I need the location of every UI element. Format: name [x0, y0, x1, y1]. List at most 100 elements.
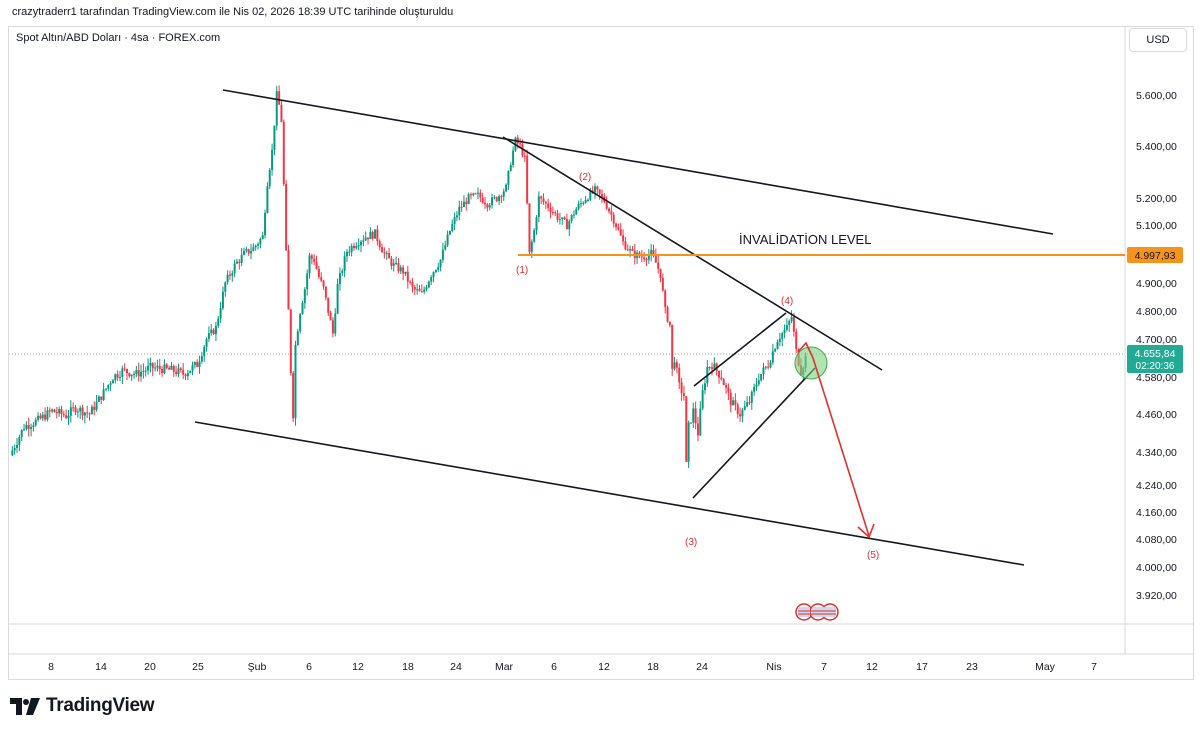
candle-body — [151, 362, 154, 369]
target-zone-circle — [794, 346, 828, 380]
candle-body — [624, 241, 627, 250]
candle-body — [114, 374, 117, 381]
economic-events[interactable] — [795, 603, 839, 621]
candle-body — [343, 256, 346, 271]
candle-body — [250, 250, 253, 254]
wave-label-2: (2) — [579, 172, 591, 183]
candle-body — [572, 214, 575, 216]
candle-body — [282, 121, 285, 184]
candle-body — [16, 444, 19, 449]
candle-body — [661, 278, 664, 291]
wave-label-4: (4) — [781, 296, 793, 307]
candle-body — [294, 345, 297, 419]
candle-body — [451, 223, 454, 231]
candle-body — [221, 291, 224, 309]
symbol-title[interactable]: Spot Altın/ABD Doları · 4sa · FOREX.com — [16, 32, 221, 44]
candle-body — [699, 408, 702, 436]
candle-body — [647, 254, 650, 260]
price-axis[interactable]: 5.600,00 5.400,00 5.200,00 5.100,00 4.900,00… — [1136, 90, 1177, 602]
candle-body — [640, 256, 643, 258]
candle-body — [785, 325, 788, 330]
candle-body — [390, 258, 393, 266]
candle-body — [523, 155, 526, 157]
candle-body — [245, 249, 248, 251]
candle-body — [544, 202, 547, 204]
candle-body — [589, 190, 592, 200]
candle-body — [411, 282, 414, 287]
candle-body — [694, 408, 697, 424]
candle-body — [769, 362, 772, 368]
candle-body — [13, 448, 16, 451]
candle-body — [626, 249, 629, 251]
candle-body — [696, 423, 699, 436]
projection-arrow-line — [812, 357, 870, 537]
candle-body — [196, 362, 199, 367]
candle-body — [48, 410, 51, 412]
candle-body — [465, 201, 468, 204]
candle-body — [722, 379, 725, 386]
candle-body — [678, 367, 681, 383]
candle-body — [622, 235, 625, 242]
candle-body — [399, 267, 402, 272]
candle-body — [226, 274, 229, 283]
candle-body — [133, 373, 136, 375]
candle-body — [20, 429, 23, 438]
candle-body — [360, 241, 362, 246]
candle-body — [210, 329, 213, 333]
candle-body — [558, 219, 561, 221]
candle-body — [579, 203, 582, 205]
candle-body — [259, 238, 262, 245]
price-tick-label: 5.600,00 — [1136, 90, 1177, 102]
invalidation-level-text: İNVALİDATİON LEVEL — [739, 232, 871, 247]
candle-body — [186, 373, 189, 377]
candle-body — [243, 250, 245, 255]
trendline-descending — [502, 136, 883, 371]
candle-body — [427, 281, 430, 288]
candle-body — [313, 258, 316, 262]
candle-body — [121, 368, 124, 377]
candle-body — [336, 284, 339, 314]
price-tick-label: 4.160,00 — [1136, 507, 1177, 519]
candle-body — [570, 214, 573, 222]
candle-body — [205, 339, 208, 347]
candle-body — [23, 429, 26, 431]
price-tick-label: 4.580,00 — [1136, 372, 1177, 384]
candle-body — [484, 202, 487, 205]
candle-body — [240, 254, 243, 263]
candle-body — [252, 247, 255, 251]
candle-body — [689, 422, 692, 424]
currency-selector[interactable]: USD — [1129, 28, 1187, 52]
candle-body — [650, 250, 653, 255]
time-tick-label: Şub — [248, 661, 267, 673]
current-price-badge — [1127, 345, 1183, 373]
candle-body — [783, 329, 786, 334]
time-axis[interactable]: 8 14 20 25 Şub 6 12 18 24 Mar 6 12 18 24 Nis 7 12 17 23 May… — [48, 661, 1097, 673]
tradingview-wordmark: TradingView — [46, 695, 155, 716]
time-tick-label: 14 — [95, 661, 107, 673]
candle-body — [732, 400, 735, 406]
candle-body — [257, 244, 260, 246]
channel-lower-line — [194, 421, 1025, 566]
candle-body — [74, 407, 77, 413]
time-tick-label: May — [1035, 661, 1056, 673]
candle-body — [584, 199, 587, 203]
candle-body — [327, 297, 330, 313]
candle-body — [586, 199, 589, 201]
candle-body — [315, 261, 318, 269]
candle-body — [67, 415, 70, 419]
candle-body — [493, 197, 496, 199]
candle-body — [72, 407, 75, 409]
current-price-text: 4.655,84 — [1135, 348, 1176, 360]
candle-body — [594, 186, 596, 193]
wave-label-1: (1) — [516, 265, 528, 276]
tradingview-logo[interactable]: TradingView — [10, 694, 155, 718]
time-tick-label: 20 — [144, 661, 156, 673]
candle-body — [423, 289, 426, 292]
candle-body — [104, 388, 107, 390]
candle-body — [140, 371, 143, 377]
candle-body — [88, 413, 91, 415]
time-tick-label: 12 — [598, 661, 610, 673]
candle-body — [535, 217, 538, 231]
candle-body — [434, 269, 437, 273]
